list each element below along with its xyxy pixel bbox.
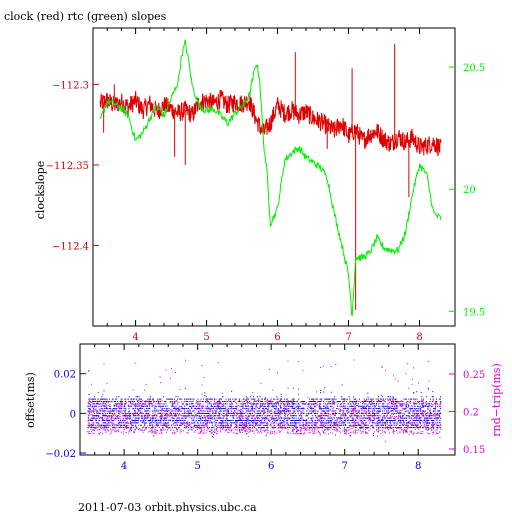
y-tick-label-left: −112.35 [46,161,89,172]
plot-frame [79,343,456,456]
x-tick-label: 5 [194,461,200,472]
x-tick-label: 7 [345,332,351,343]
plot-frame [92,27,456,327]
bottom-chart: 4 5 6 7 8 0.02 0 −0.02 0.25 0.2 0.15 offset(ms) rnd−… [24,343,503,472]
offset-points [87,387,442,438]
chart-title: clock (red) rtc (green) slopes [4,10,167,23]
rtc-series-line [99,39,442,317]
y-tick-label-right: 19.5 [463,307,485,318]
x-tick-label: 6 [268,461,274,472]
y-tick-label-right: 20.5 [463,63,485,74]
y-tick-label-left: 0.02 [54,370,76,381]
x-tick-label: 8 [415,461,421,472]
y-axis-label-right: rnd−trip(ms) [490,363,503,437]
y-tick-label-right: 20 [463,185,476,196]
y-tick-label-left: −112.4 [52,241,89,252]
x-tick-label: 6 [274,332,280,343]
y-tick-label-left: −112.3 [52,80,89,91]
y-axis-label-left: offset(ms) [24,372,37,428]
rndtrip-points [87,359,442,442]
x-tick-label: 4 [132,332,138,343]
y-tick-label-left: −0.02 [45,449,76,460]
x-tick-label: 4 [121,461,127,472]
x-tick-label: 5 [203,332,209,343]
top-chart: 4 5 6 7 8 −112.3 −112.35 −112.4 20.5 20 19.5 clocks… [34,27,485,343]
y-tick-label-right: 0.25 [463,370,485,381]
y-tick-label-left: 0 [70,409,76,420]
clock-series-line [99,89,442,157]
y-axis-label-left: clockslope [34,161,47,219]
footer-text: 2011-07-03 orbit.physics.ubc.ca [78,501,257,512]
x-tick-label: 8 [416,332,422,343]
x-tick-label: 7 [342,461,348,472]
y-tick-label-right: 0.2 [463,408,479,419]
y-tick-label-right: 0.15 [463,445,485,456]
